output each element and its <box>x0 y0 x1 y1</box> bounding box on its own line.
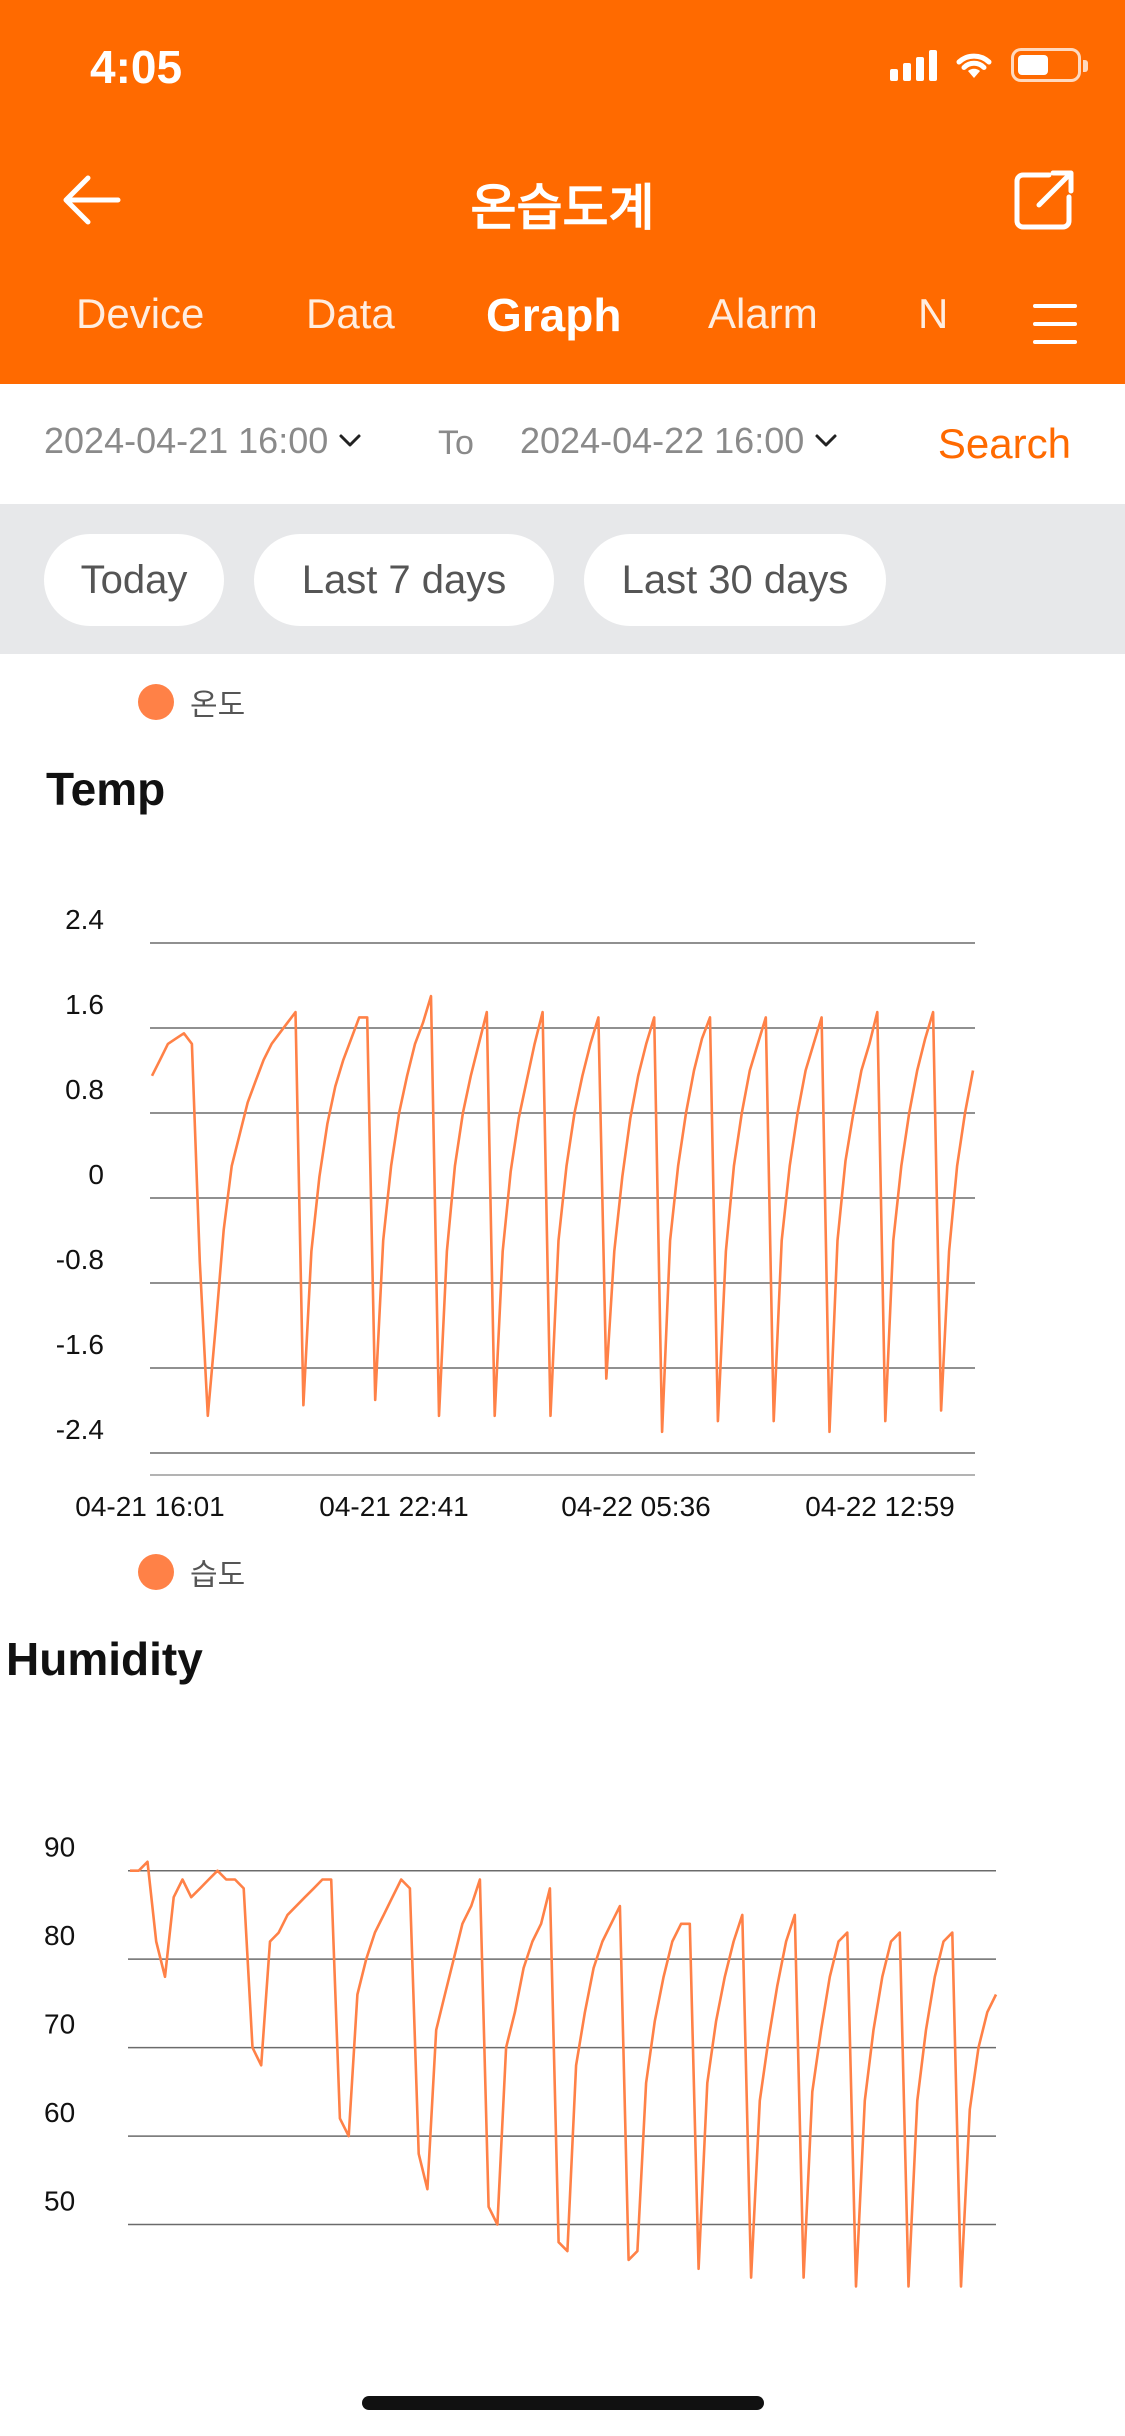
y-tick-label: 0 <box>88 1159 104 1190</box>
temp-chart: 2.4 1.6 0.8 0 -0.8 -1.6 -2.4 04-21 16:01 04-21 2… <box>56 904 975 1522</box>
chip-last-7-days[interactable]: Last 7 days <box>254 534 554 626</box>
external-link-icon <box>1014 170 1074 230</box>
date-range-bar: 2024-04-21 16:00 To 2024-04-22 16:00 Sea… <box>0 384 1125 504</box>
quick-range-bar: Today Last 7 days Last 30 days <box>0 504 1125 654</box>
hamburger-icon <box>1033 304 1077 308</box>
cellular-signal-icon <box>890 49 937 81</box>
search-button[interactable]: Search <box>937 420 1071 467</box>
to-label: To <box>438 424 474 462</box>
legend-marker <box>138 684 174 720</box>
x-tick-label: 04-22 12:59 <box>805 1491 954 1522</box>
y-tick-label: -1.6 <box>56 1329 104 1360</box>
back-button[interactable] <box>56 165 128 235</box>
status-icons <box>890 48 1088 82</box>
y-tick-label: 70 <box>44 2009 75 2040</box>
start-date-value: 2024-04-21 16:00 <box>44 420 329 461</box>
share-button[interactable] <box>1009 165 1081 235</box>
y-tick-label: 90 <box>44 1832 75 1863</box>
chevron-down-icon <box>339 434 361 447</box>
legend-label: 온도 <box>190 688 246 723</box>
y-tick-label: 80 <box>44 1920 75 1951</box>
y-tick-label: 1.6 <box>65 989 104 1020</box>
page-title: 온습도계 <box>470 179 655 237</box>
x-tick-label: 04-21 16:01 <box>75 1491 224 1522</box>
home-indicator[interactable] <box>362 2396 764 2410</box>
chip-last-30-days[interactable]: Last 30 days <box>584 534 886 626</box>
menu-button[interactable] <box>1033 300 1085 346</box>
battery-icon <box>1011 48 1088 82</box>
tab-graph[interactable]: Graph <box>486 289 622 341</box>
y-tick-label: 0.8 <box>65 1074 104 1105</box>
chip-today[interactable]: Today <box>44 534 224 626</box>
app-header: 4:05 온습도계 Device Data Graph Alarm N <box>0 0 1125 384</box>
temp-legend: 온도 <box>138 680 245 724</box>
start-date-select[interactable]: 2024-04-21 16:00 <box>44 420 362 462</box>
tab-device[interactable]: Device <box>76 290 205 337</box>
tab-bar: Device Data Graph Alarm N <box>0 289 1125 360</box>
legend-marker <box>138 1554 174 1590</box>
y-tick-label: 50 <box>44 2186 75 2217</box>
y-tick-label: 2.4 <box>65 904 104 935</box>
x-tick-label: 04-21 22:41 <box>319 1491 468 1522</box>
humidity-chart: 90 80 70 60 50 <box>44 1832 998 2288</box>
humidity-chart-title: Humidity <box>6 1633 203 1685</box>
temp-chart-title: Temp <box>46 763 166 815</box>
x-tick-label: 04-22 05:36 <box>561 1491 710 1522</box>
chevron-down-icon <box>815 434 837 447</box>
end-date-value: 2024-04-22 16:00 <box>520 420 805 461</box>
tab-data[interactable]: Data <box>306 290 395 337</box>
tab-alarm[interactable]: Alarm <box>708 290 818 337</box>
series-line <box>150 994 975 1434</box>
humidity-legend: 습도 <box>138 1550 245 1594</box>
wifi-icon <box>956 53 992 78</box>
end-date-select[interactable]: 2024-04-22 16:00 <box>520 420 838 462</box>
y-tick-label: 60 <box>44 2097 75 2128</box>
y-tick-label: -0.8 <box>56 1244 104 1275</box>
status-time: 4:05 <box>90 41 183 93</box>
arrow-left-icon <box>63 175 121 225</box>
tab-n[interactable]: N <box>918 290 949 337</box>
series-line <box>130 1860 998 2288</box>
legend-label: 습도 <box>190 1558 246 1593</box>
y-tick-label: -2.4 <box>56 1414 104 1445</box>
